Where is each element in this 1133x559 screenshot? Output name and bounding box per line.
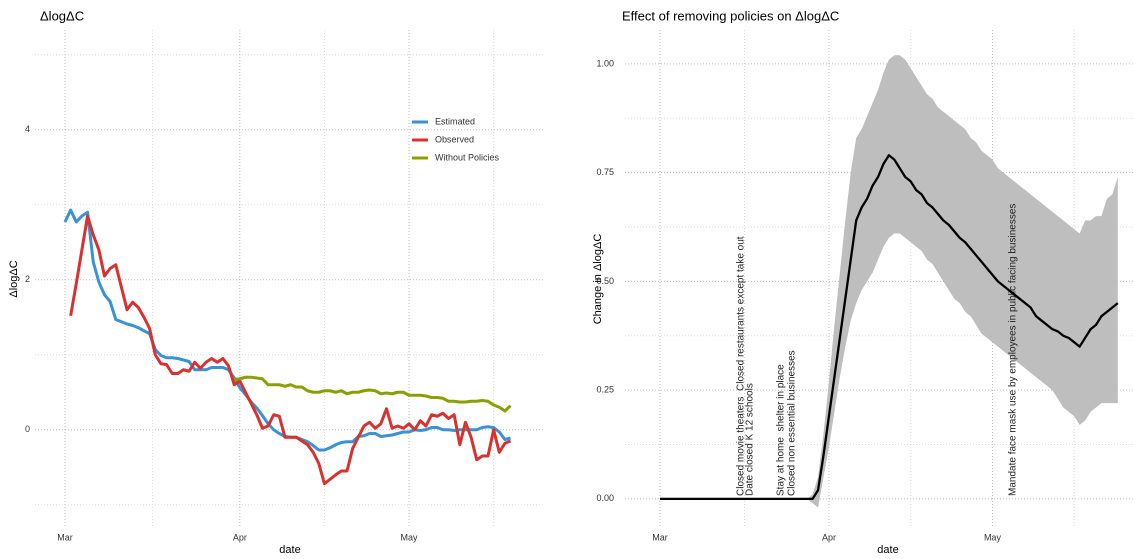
y-tick-label: 0.00 <box>596 493 614 503</box>
y-tick-label: 0 <box>25 424 30 434</box>
annotation: Mandate face mask use by employees in pu… <box>1008 204 1019 496</box>
y-tick-label: 0.50 <box>596 276 614 286</box>
legend-label: Without Policies <box>435 152 500 162</box>
y-tick-label: 2 <box>25 274 30 284</box>
confidence-band <box>660 55 1118 508</box>
annotation: Closed movie theaters Closed restaurants… <box>736 236 747 496</box>
annotation: Date closed K 12 schools <box>745 383 756 496</box>
x-tick-label: May <box>984 532 1002 542</box>
line <box>660 154 1119 501</box>
annotation: Stay at home shelter in place <box>776 364 787 496</box>
y-tick-label: 4 <box>25 124 30 134</box>
y-tick-label: 1.00 <box>596 58 614 68</box>
legend-label: Observed <box>435 134 474 144</box>
x-tick-label: Apr <box>822 532 836 542</box>
x-axis-title: date <box>877 544 898 556</box>
y-tick-label: 0.25 <box>596 385 614 395</box>
x-tick-label: Mar <box>652 532 668 542</box>
line <box>69 214 512 486</box>
line <box>234 375 512 413</box>
x-axis-title: date <box>279 544 300 556</box>
x-tick-label: May <box>401 532 419 542</box>
x-tick-label: Apr <box>233 532 247 542</box>
y-tick-label: 0.75 <box>596 167 614 177</box>
chart-title: Effect of removing policies on ΔlogΔC <box>622 8 839 23</box>
x-tick-label: Mar <box>57 532 73 542</box>
annotation: Closed non essential businesses <box>787 350 798 496</box>
y-axis-title: Change in ΔlogΔC <box>592 234 604 325</box>
y-axis-title: ΔlogΔC <box>8 260 20 297</box>
legend-label: Estimated <box>435 116 475 126</box>
chart-subtitle: ΔlogΔC <box>40 8 84 23</box>
